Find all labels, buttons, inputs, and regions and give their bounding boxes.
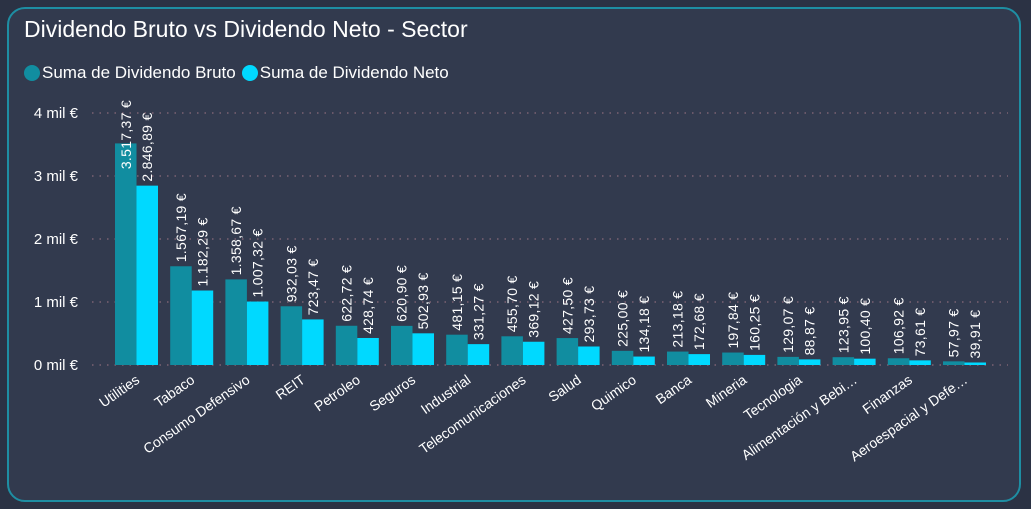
data-label: 3.517,37 €: [118, 100, 134, 169]
data-label: 106,92 €: [891, 297, 907, 354]
x-tick-label: REIT: [273, 371, 309, 403]
x-tick-label: Tabaco: [151, 371, 197, 410]
data-label: 197,84 €: [725, 292, 741, 349]
data-label: 427,50 €: [559, 277, 575, 334]
data-label: 73,61 €: [912, 308, 928, 357]
data-label: 172,68 €: [691, 293, 707, 350]
data-label: 622,72 €: [339, 265, 355, 322]
data-label: 481,15 €: [449, 274, 465, 331]
data-label: 160,25 €: [746, 294, 762, 351]
y-tick-label: 1 mil €: [34, 294, 79, 311]
data-label: 39,91 €: [967, 310, 983, 359]
data-label: 225,00 €: [615, 290, 631, 347]
data-label: 129,07 €: [780, 296, 796, 353]
data-label: 123,95 €: [835, 296, 851, 353]
y-tick-label: 3 mil €: [34, 168, 79, 185]
bar-neto[interactable]: [688, 354, 711, 365]
bar-neto[interactable]: [578, 346, 600, 365]
bar-neto[interactable]: [302, 319, 324, 365]
x-tick-label: Petroleo: [311, 371, 363, 414]
bar-bruto[interactable]: [335, 325, 358, 365]
bar-neto[interactable]: [854, 358, 876, 365]
data-label: 331,27 €: [470, 283, 486, 340]
legend-label-neto: Suma de Dividendo Neto: [259, 63, 449, 82]
bar-bruto[interactable]: [777, 356, 799, 365]
legend-dot-bruto-icon: [24, 65, 40, 81]
data-label: 932,03 €: [283, 245, 299, 302]
chart-title: Dividendo Bruto vs Dividendo Neto - Sect…: [24, 16, 468, 42]
data-label: 213,18 €: [670, 291, 686, 348]
data-label: 100,40 €: [857, 298, 873, 355]
legend-item-bruto[interactable]: Suma de Dividendo Bruto: [24, 63, 236, 83]
bar-bruto[interactable]: [556, 338, 579, 365]
legend: Suma de Dividendo Bruto Suma de Dividend…: [24, 63, 455, 83]
bar-bruto[interactable]: [391, 325, 413, 365]
bar-neto[interactable]: [357, 337, 379, 365]
data-label: 723,47 €: [305, 259, 321, 316]
bar-neto[interactable]: [467, 344, 490, 365]
y-tick-label: 0 mil €: [34, 357, 79, 374]
bar-bruto[interactable]: [170, 266, 192, 365]
data-label: 502,93 €: [415, 272, 431, 329]
x-tick-label: Utilities: [96, 371, 142, 410]
chart-card: [7, 7, 1021, 502]
y-tick-label: 2 mil €: [34, 231, 79, 248]
bar-neto[interactable]: [798, 359, 821, 365]
bar-neto[interactable]: [246, 301, 269, 365]
bar-bruto[interactable]: [446, 334, 468, 365]
data-label: 134,18 €: [636, 296, 652, 353]
bar-bruto[interactable]: [887, 358, 910, 365]
bar-bruto[interactable]: [611, 350, 634, 365]
bar-neto[interactable]: [522, 341, 545, 365]
x-tick-label: Seguros: [366, 371, 418, 414]
bar-bruto[interactable]: [115, 143, 137, 365]
x-tick-label: Salud: [545, 371, 584, 405]
legend-item-neto[interactable]: Suma de Dividendo Neto: [241, 63, 449, 83]
data-label: 428,74 €: [360, 277, 376, 334]
x-tick-label: Banca: [653, 371, 695, 407]
y-tick-label: 4 mil €: [34, 105, 79, 122]
data-label: 1.567,19 €: [173, 193, 189, 262]
data-label: 620,90 €: [394, 265, 410, 322]
bar-neto[interactable]: [412, 333, 435, 365]
data-label: 2.846,89 €: [139, 112, 155, 181]
bar-neto[interactable]: [743, 354, 766, 365]
x-tick-label: Quimico: [588, 371, 639, 414]
bar-bruto[interactable]: [225, 279, 247, 365]
bar-neto[interactable]: [136, 185, 159, 365]
data-label: 1.182,29 €: [194, 217, 210, 286]
x-tick-label: Mineria: [703, 371, 750, 411]
bar-bruto[interactable]: [943, 361, 965, 365]
bar-bruto[interactable]: [722, 352, 744, 365]
data-label: 455,70 €: [504, 275, 520, 332]
bar-neto[interactable]: [964, 362, 987, 365]
bar-bruto[interactable]: [280, 306, 303, 365]
data-label: 293,73 €: [581, 286, 597, 343]
legend-dot-neto-icon: [241, 65, 258, 81]
bar-bruto[interactable]: [832, 357, 855, 365]
data-label: 1.358,67 €: [228, 206, 244, 275]
bar-bruto[interactable]: [501, 336, 523, 365]
bar-neto[interactable]: [191, 290, 214, 365]
bar-neto[interactable]: [633, 356, 655, 365]
data-label: 57,97 €: [946, 309, 962, 358]
data-label: 88,87 €: [802, 307, 818, 356]
bar-neto[interactable]: [909, 360, 931, 365]
data-label: 369,12 €: [526, 281, 542, 338]
data-label: 1.007,32 €: [250, 228, 266, 297]
bar-bruto[interactable]: [667, 351, 689, 365]
legend-label-bruto: Suma de Dividendo Bruto: [42, 63, 236, 82]
